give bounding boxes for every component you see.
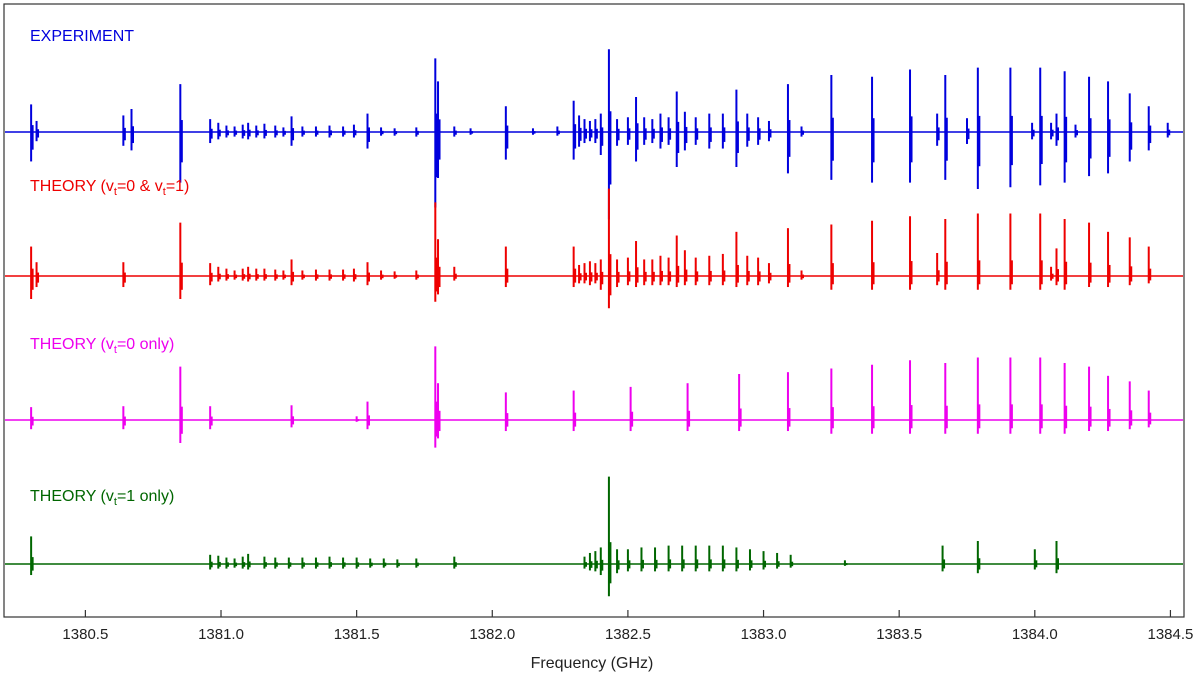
trace-3: THEORY (vt=1 only) xyxy=(5,476,1183,597)
label-part: THEORY (v xyxy=(30,178,114,195)
label-subscript: t xyxy=(114,344,117,356)
label-subscript: t xyxy=(163,186,166,198)
label-part: THEORY (v xyxy=(30,336,114,353)
x-tick-label: 1383.0 xyxy=(741,626,787,643)
series-label: THEORY (vt=1 only) xyxy=(30,488,174,508)
x-tick-label: 1383.5 xyxy=(876,626,922,643)
x-tick-label: 1382.5 xyxy=(605,626,651,643)
x-tick-label: 1384.0 xyxy=(1012,626,1058,643)
x-axis: 1380.5 1381.0 1381.5 1382.0 1382.5 1383.0 1383… xyxy=(62,610,1193,643)
label-part: EXPERIMENT xyxy=(30,28,134,45)
trace-1: THEORY (vt=0 & vt=1) xyxy=(5,178,1183,309)
label-part: THEORY (v xyxy=(30,488,114,505)
x-tick-label: 1382.0 xyxy=(469,626,515,643)
series-label: THEORY (vt=0 & vt=1) xyxy=(30,178,189,198)
label-subscript: t xyxy=(114,186,117,198)
plot-frame xyxy=(3,3,1185,618)
label-subscript: t xyxy=(114,496,117,508)
x-tick-label: 1380.5 xyxy=(62,626,108,643)
series-label: THEORY (vt=0 only) xyxy=(30,336,174,356)
label-part: =1) xyxy=(166,178,190,195)
label-part: =1 only) xyxy=(117,488,174,505)
label-part: =0 & v xyxy=(117,178,163,195)
x-axis-label: Frequency (GHz) xyxy=(531,655,654,672)
label-part: =0 only) xyxy=(117,336,174,353)
series-label: EXPERIMENT xyxy=(30,28,134,45)
trace-2: THEORY (vt=0 only) xyxy=(5,336,1183,448)
x-tick-label: 1381.5 xyxy=(334,626,380,643)
x-tick-label: 1384.5 xyxy=(1147,626,1193,643)
trace-0: EXPERIMENT xyxy=(5,28,1183,220)
x-tick-label: 1381.0 xyxy=(198,626,244,643)
